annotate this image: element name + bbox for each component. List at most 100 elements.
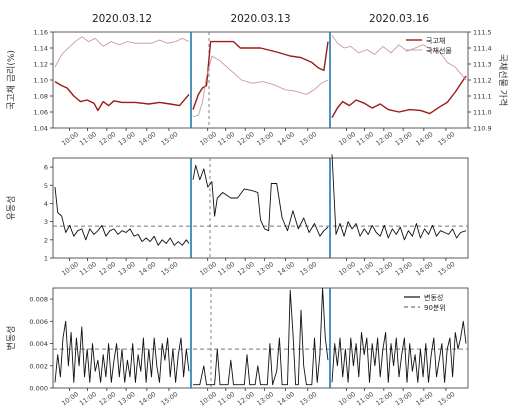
x-tick-label: 13:00 (117, 390, 137, 407)
x-tick-label: 11:00 (78, 260, 98, 277)
y-tick-label: 0.002 (29, 362, 48, 370)
y-right-tick-label: 111.5 (473, 29, 492, 37)
x-tick-label: 14:00 (414, 260, 434, 277)
x-tick-label: 13:00 (394, 390, 414, 407)
x-tick-label: 10:00 (60, 260, 80, 277)
series-line-0-day-1 (192, 40, 329, 110)
x-tick-label: 13:00 (117, 260, 137, 277)
x-tick-label: 12:00 (374, 260, 394, 277)
y-axis-label: 유동성 (6, 196, 17, 221)
y-tick-label: 2 (44, 236, 48, 244)
x-tick-label: 11:00 (355, 130, 375, 147)
x-tick-label: 10:00 (198, 130, 218, 147)
x-tick-label: 10:00 (198, 390, 218, 407)
x-tick-label: 15:00 (298, 130, 318, 147)
x-tick-label: 10:00 (337, 390, 357, 407)
date-label-0: 2020.03.12 (92, 13, 152, 25)
x-tick-label: 14:00 (276, 260, 296, 277)
x-tick-label: 10:00 (60, 390, 80, 407)
x-tick-label: 14:00 (414, 390, 434, 407)
date-label-2: 2020.03.16 (369, 13, 429, 25)
series-line-0-day-2 (331, 75, 467, 118)
series-line-0-day-1 (193, 287, 329, 386)
x-tick-label: 15:00 (437, 390, 457, 407)
panel-0: 1.04 1.06 1.08 1.10 1.12 1.14 1.16 110.9 111.0 11… (6, 29, 509, 148)
y-tick-label: 5 (44, 182, 48, 190)
x-tick-label: 15:00 (160, 260, 180, 277)
y-tick-label: 1.04 (34, 125, 48, 133)
x-tick-label: 15:00 (298, 260, 318, 277)
x-tick-label: 14:00 (137, 130, 157, 147)
legend-label: 90분위 (424, 304, 446, 312)
x-tick-label: 12:00 (236, 260, 256, 277)
y-tick-label: 0.006 (29, 318, 48, 326)
y-tick-label: 0.008 (29, 296, 48, 304)
x-tick-label: 11:00 (78, 130, 98, 147)
x-tick-label: 13:00 (394, 130, 414, 147)
plot-frame (52, 31, 469, 129)
y-tick-label: 1.10 (34, 77, 48, 85)
series-line-1-day-2 (331, 34, 467, 81)
x-tick-label: 15:00 (298, 390, 318, 407)
x-tick-label: 15:00 (437, 130, 457, 147)
series-line-0-day-0 (54, 187, 190, 246)
series-line-0-day-1 (192, 164, 329, 237)
date-label-1: 2020.03.13 (230, 13, 290, 25)
legend-label: 변동성 (424, 293, 443, 302)
series-line-0-day-0 (54, 320, 190, 383)
y-right-tick-label: 110.9 (473, 125, 492, 133)
y-right-tick-label: 111.0 (473, 109, 492, 117)
y-tick-label: 1 (44, 255, 48, 263)
x-tick-label: 11:00 (78, 390, 98, 407)
x-tick-label: 12:00 (236, 390, 256, 407)
y-tick-label: 3 (44, 218, 48, 226)
x-tick-label: 12:00 (97, 260, 117, 277)
series-line-0-day-2 (331, 154, 467, 241)
legend-label: 국고채 (426, 36, 445, 45)
x-tick-label: 11:00 (216, 130, 236, 147)
legend-label: 국채선물 (426, 46, 452, 55)
y-right-tick-label: 111.3 (473, 61, 492, 69)
y-tick-label: 6 (44, 164, 48, 172)
y-tick-label: 1.16 (34, 29, 48, 37)
x-tick-label: 13:00 (117, 130, 137, 147)
x-tick-label: 15:00 (160, 390, 180, 407)
x-tick-label: 12:00 (374, 390, 394, 407)
series-line-1-day-1 (192, 55, 329, 118)
series-line-0-day-0 (54, 80, 190, 112)
x-tick-label: 10:00 (60, 130, 80, 147)
y-tick-label: 0.000 (29, 385, 48, 393)
y-axis-label: 변동성 (6, 326, 17, 351)
x-tick-label: 14:00 (276, 130, 296, 147)
y-right-axis-label: 국채선물 가격 (497, 54, 509, 107)
plot-frame (52, 157, 469, 259)
x-tick-label: 13:00 (255, 130, 275, 147)
x-tick-label: 13:00 (255, 390, 275, 407)
y-right-tick-label: 111.4 (473, 45, 492, 53)
x-tick-label: 11:00 (355, 260, 375, 277)
x-tick-label: 12:00 (236, 130, 256, 147)
x-tick-label: 12:00 (374, 130, 394, 147)
x-tick-label: 10:00 (337, 260, 357, 277)
x-tick-label: 12:00 (97, 390, 117, 407)
plot-frame (52, 287, 469, 389)
x-tick-label: 15:00 (437, 260, 457, 277)
y-tick-label: 1.06 (34, 109, 48, 117)
y-right-tick-label: 111.2 (473, 77, 492, 85)
x-tick-label: 11:00 (216, 260, 236, 277)
series-line-1-day-0 (54, 36, 190, 68)
x-tick-label: 14:00 (137, 260, 157, 277)
x-tick-label: 14:00 (276, 390, 296, 407)
x-tick-label: 15:00 (160, 130, 180, 147)
y-tick-label: 4 (44, 200, 48, 208)
x-tick-label: 11:00 (216, 390, 236, 407)
x-tick-label: 13:00 (255, 260, 275, 277)
y-tick-label: 1.12 (34, 61, 48, 69)
y-right-tick-label: 111.1 (473, 93, 492, 101)
series-line-0-day-2 (331, 320, 467, 383)
y-tick-label: 1.08 (34, 93, 48, 101)
x-tick-label: 12:00 (97, 130, 117, 147)
x-tick-label: 13:00 (394, 260, 414, 277)
